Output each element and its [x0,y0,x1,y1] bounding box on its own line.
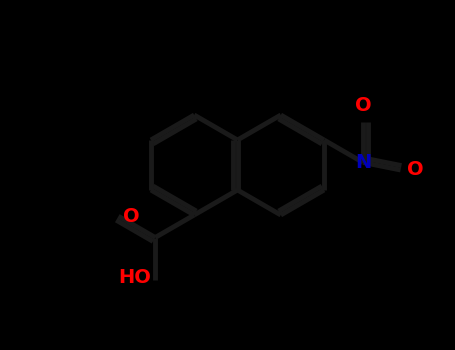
Text: O: O [407,161,423,180]
Text: O: O [123,207,140,226]
Text: N: N [355,153,371,172]
Text: O: O [355,97,371,116]
Text: HO: HO [118,268,151,287]
